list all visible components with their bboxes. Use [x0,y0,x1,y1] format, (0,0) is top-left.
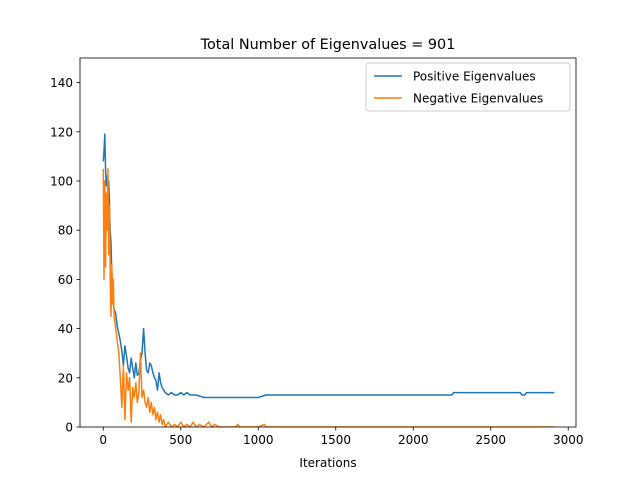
x-tick-label: 3000 [553,433,584,447]
chart-title: Total Number of Eigenvalues = 901 [200,37,456,53]
y-axis-ticks: 0 20 40 60 80 100 120 140 [50,76,80,435]
series-line-2 [102,167,555,427]
x-tick-label: 2000 [398,433,429,447]
x-axis-label: Iterations [299,456,356,470]
y-tick-label: 140 [50,76,73,90]
y-tick-label: 40 [58,322,73,336]
legend: Positive Eigenvalues Negative Eigenvalues [365,62,571,112]
x-axis-ticks: 0 500 1000 1500 2000 2500 3000 [99,427,584,447]
legend-label-2: Negative Eigenvalues [413,92,543,106]
y-tick-label: 100 [50,175,73,189]
x-tick-label: 0 [99,433,107,447]
x-tick-label: 2500 [475,433,506,447]
y-tick-label: 80 [58,224,73,238]
y-tick-label: 0 [65,421,73,435]
legend-label-1: Positive Eigenvalues [413,70,536,84]
series-layer [102,133,555,427]
x-tick-label: 1000 [243,433,274,447]
x-tick-label: 500 [169,433,192,447]
y-tick-label: 60 [58,273,73,287]
y-tick-label: 120 [50,125,73,139]
y-tick-label: 20 [58,371,73,385]
x-tick-label: 1500 [320,433,351,447]
legend-box [365,62,571,112]
axes-frame [79,57,577,428]
